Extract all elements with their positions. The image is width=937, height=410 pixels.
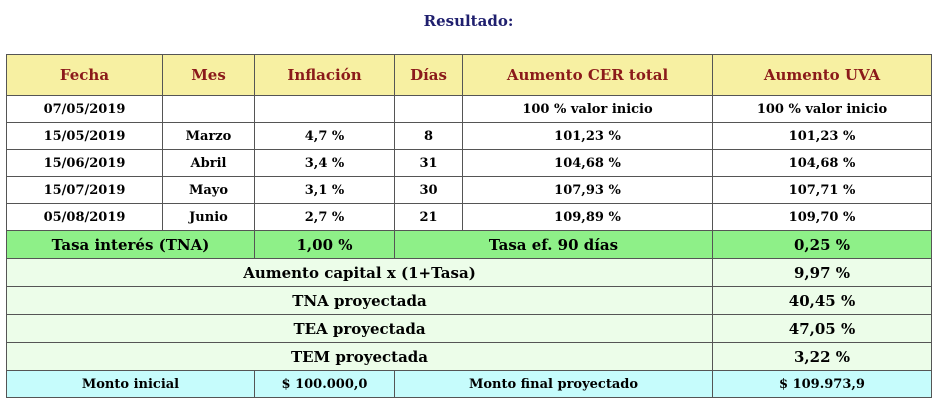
header-cer: Aumento CER total <box>462 54 713 96</box>
tasa-ef-value: 0,25 % <box>712 230 932 259</box>
cell-dias: 8 <box>394 122 463 150</box>
monto-final-value: $ 109.973,9 <box>712 370 932 398</box>
table-row: 07/05/2019 100 % valor inicio 100 % valo… <box>6 95 932 123</box>
cell-inflacion <box>254 95 395 123</box>
header-fecha: Fecha <box>6 54 163 96</box>
monto-final-label: Monto final proyectado <box>394 370 713 398</box>
cell-cer: 109,89 % <box>462 203 713 231</box>
header-uva: Aumento UVA <box>712 54 932 96</box>
cell-fecha: 15/06/2019 <box>6 149 163 177</box>
result-table: Fecha Mes Inflación Días Aumento CER tot… <box>6 54 932 398</box>
cell-mes: Mayo <box>162 176 255 204</box>
cell-dias: 30 <box>394 176 463 204</box>
summary-label: TEA proyectada <box>6 314 713 343</box>
header-row: Fecha Mes Inflación Días Aumento CER tot… <box>6 54 932 96</box>
summary-label: TNA proyectada <box>6 286 713 315</box>
summary-row: Aumento capital x (1+Tasa) 9,97 % <box>6 258 932 287</box>
cell-uva: 100 % valor inicio <box>712 95 932 123</box>
cell-cer: 107,93 % <box>462 176 713 204</box>
cell-uva: 107,71 % <box>712 176 932 204</box>
summary-value: 40,45 % <box>712 286 932 315</box>
monto-inicial-label: Monto inicial <box>6 370 255 398</box>
cell-inflacion: 2,7 % <box>254 203 395 231</box>
cell-fecha: 15/05/2019 <box>6 122 163 150</box>
cell-uva: 109,70 % <box>712 203 932 231</box>
table-row: 15/06/2019 Abril 3,4 % 31 104,68 % 104,6… <box>6 149 932 177</box>
summary-value: 9,97 % <box>712 258 932 287</box>
cell-dias <box>394 95 463 123</box>
summary-row: TEA proyectada 47,05 % <box>6 314 932 343</box>
cell-cer: 100 % valor inicio <box>462 95 713 123</box>
cell-uva: 101,23 % <box>712 122 932 150</box>
tasa-label: Tasa interés (TNA) <box>6 230 255 259</box>
tasa-row: Tasa interés (TNA) 1,00 % Tasa ef. 90 dí… <box>6 230 932 259</box>
tasa-value: 1,00 % <box>254 230 395 259</box>
header-dias: Días <box>394 54 463 96</box>
table-row: 15/07/2019 Mayo 3,1 % 30 107,93 % 107,71… <box>6 176 932 204</box>
cell-dias: 21 <box>394 203 463 231</box>
cell-mes: Abril <box>162 149 255 177</box>
cell-mes: Marzo <box>162 122 255 150</box>
cell-dias: 31 <box>394 149 463 177</box>
cell-cer: 101,23 % <box>462 122 713 150</box>
header-mes: Mes <box>162 54 255 96</box>
cell-fecha: 05/08/2019 <box>6 203 163 231</box>
cell-inflacion: 3,4 % <box>254 149 395 177</box>
summary-value: 47,05 % <box>712 314 932 343</box>
cell-mes: Junio <box>162 203 255 231</box>
summary-row: TEM proyectada 3,22 % <box>6 342 932 371</box>
cell-inflacion: 3,1 % <box>254 176 395 204</box>
monto-row: Monto inicial $ 100.000,0 Monto final pr… <box>6 370 932 398</box>
table-row: 15/05/2019 Marzo 4,7 % 8 101,23 % 101,23… <box>6 122 932 150</box>
summary-row: TNA proyectada 40,45 % <box>6 286 932 315</box>
cell-fecha: 15/07/2019 <box>6 176 163 204</box>
page-title: Resultado: <box>423 12 514 30</box>
cell-fecha: 07/05/2019 <box>6 95 163 123</box>
summary-label: Aumento capital x (1+Tasa) <box>6 258 713 287</box>
cell-mes <box>162 95 255 123</box>
monto-inicial-value: $ 100.000,0 <box>254 370 395 398</box>
cell-uva: 104,68 % <box>712 149 932 177</box>
tasa-ef-label: Tasa ef. 90 días <box>394 230 713 259</box>
summary-label: TEM proyectada <box>6 342 713 371</box>
cell-inflacion: 4,7 % <box>254 122 395 150</box>
cell-cer: 104,68 % <box>462 149 713 177</box>
header-inflacion: Inflación <box>254 54 395 96</box>
summary-value: 3,22 % <box>712 342 932 371</box>
table-row: 05/08/2019 Junio 2,7 % 21 109,89 % 109,7… <box>6 203 932 231</box>
